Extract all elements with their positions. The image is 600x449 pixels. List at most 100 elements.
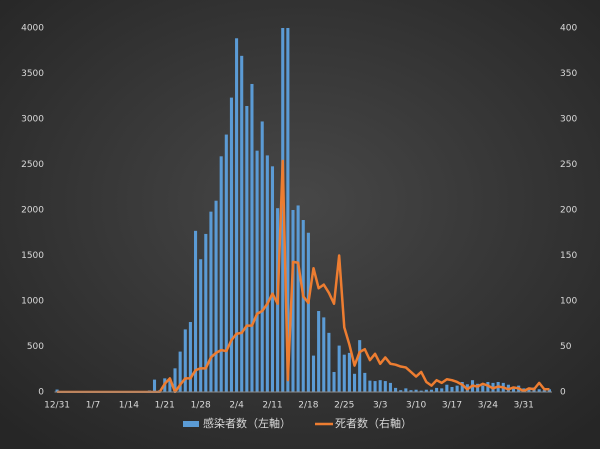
bar bbox=[204, 233, 208, 392]
bar bbox=[296, 205, 300, 392]
plot-area bbox=[55, 28, 551, 393]
bar bbox=[388, 382, 392, 392]
x-tick-label: 3/3 bbox=[373, 401, 387, 411]
x-tick-label: 3/17 bbox=[442, 401, 462, 411]
x-tick-label: 2/4 bbox=[229, 401, 244, 411]
y2-tick-label: 350 bbox=[560, 69, 577, 79]
legend-label: 死者数（右軸） bbox=[335, 416, 412, 430]
bar bbox=[547, 389, 551, 392]
bar bbox=[383, 381, 387, 392]
y-tick-label: 3000 bbox=[21, 115, 44, 125]
bar bbox=[332, 371, 336, 392]
bar bbox=[173, 368, 177, 392]
bar bbox=[178, 351, 182, 392]
bar bbox=[476, 383, 480, 392]
bar bbox=[245, 105, 249, 392]
bar bbox=[235, 38, 239, 393]
bar bbox=[317, 311, 321, 392]
x-tick-label: 1/28 bbox=[191, 401, 211, 411]
bar bbox=[440, 388, 444, 392]
bar bbox=[214, 200, 218, 392]
x-tick-label: 2/18 bbox=[298, 401, 318, 411]
bar bbox=[286, 28, 290, 392]
bar bbox=[424, 389, 428, 392]
bar bbox=[168, 380, 172, 392]
bar bbox=[378, 380, 382, 392]
bar bbox=[363, 372, 367, 392]
bar bbox=[265, 155, 269, 392]
bar bbox=[445, 384, 449, 392]
bar bbox=[404, 388, 408, 392]
x-tick-label: 1/7 bbox=[86, 401, 100, 411]
y2-tick-label: 150 bbox=[560, 251, 577, 261]
bar bbox=[255, 150, 259, 392]
y-tick-label: 1500 bbox=[21, 251, 44, 261]
y-tick-label: 2500 bbox=[21, 160, 44, 170]
bar bbox=[414, 389, 418, 392]
y2-tick-label: 0 bbox=[560, 388, 566, 398]
y2-tick-label: 250 bbox=[560, 160, 577, 170]
bar bbox=[301, 220, 305, 392]
y2-tick-label: 50 bbox=[560, 342, 572, 352]
legend-swatch bbox=[183, 421, 199, 427]
bar bbox=[270, 166, 275, 392]
x-tick-label: 3/31 bbox=[514, 401, 534, 411]
bar bbox=[542, 390, 546, 392]
y2-tick-label: 300 bbox=[560, 115, 577, 125]
bar bbox=[311, 355, 316, 392]
y-tick-label: 1000 bbox=[21, 297, 44, 307]
bar bbox=[511, 386, 516, 392]
x-tick-label: 3/10 bbox=[406, 401, 426, 411]
bar bbox=[194, 230, 198, 392]
bar bbox=[481, 385, 485, 392]
bar bbox=[337, 345, 341, 392]
bar bbox=[229, 97, 233, 393]
x-tick-label: 12/31 bbox=[44, 401, 70, 411]
bar bbox=[219, 156, 223, 392]
y-tick-label: 500 bbox=[27, 342, 44, 352]
bar bbox=[527, 389, 531, 392]
bar bbox=[342, 354, 346, 392]
y-tick-label: 2000 bbox=[21, 206, 44, 216]
bar bbox=[199, 259, 203, 392]
bar bbox=[224, 134, 228, 392]
bar bbox=[429, 389, 434, 392]
bar bbox=[394, 387, 398, 392]
bar bbox=[353, 373, 357, 392]
bar bbox=[409, 390, 413, 392]
bar bbox=[322, 317, 326, 392]
x-tick-label: 2/25 bbox=[334, 401, 354, 411]
y-tick-label: 4000 bbox=[21, 24, 44, 34]
x-tick-label: 1/21 bbox=[155, 401, 175, 411]
legend-label: 感染者数（左軸） bbox=[203, 416, 291, 430]
x-tick-label: 1/14 bbox=[119, 401, 139, 411]
bar bbox=[450, 386, 454, 392]
bar bbox=[291, 210, 295, 392]
legend: 感染者数（左軸） 死者数（右軸） bbox=[183, 416, 412, 430]
y-tick-label: 3500 bbox=[21, 69, 44, 79]
bar bbox=[455, 385, 459, 392]
axes: 0 500 1000 1500 2000 2500 3000 3500 4000 0 50 100 15… bbox=[21, 24, 577, 411]
bar bbox=[152, 379, 157, 392]
bar bbox=[399, 390, 403, 392]
bar bbox=[373, 381, 377, 392]
bar bbox=[240, 55, 244, 392]
x-tick-label: 3/24 bbox=[478, 401, 498, 411]
bar bbox=[250, 83, 254, 392]
bar bbox=[183, 329, 187, 392]
x-tick-label: 2/11 bbox=[262, 401, 282, 411]
bar bbox=[368, 380, 372, 392]
bar bbox=[306, 232, 310, 392]
y2-tick-label: 400 bbox=[560, 24, 577, 34]
y2-tick-label: 200 bbox=[560, 206, 577, 216]
bar bbox=[347, 352, 351, 392]
bar bbox=[358, 340, 362, 392]
y2-tick-label: 100 bbox=[560, 297, 577, 307]
bar bbox=[188, 322, 192, 392]
bar bbox=[419, 390, 423, 392]
y-tick-label: 0 bbox=[38, 388, 44, 398]
bar bbox=[460, 381, 464, 392]
bar bbox=[260, 121, 264, 392]
bar bbox=[209, 211, 213, 392]
